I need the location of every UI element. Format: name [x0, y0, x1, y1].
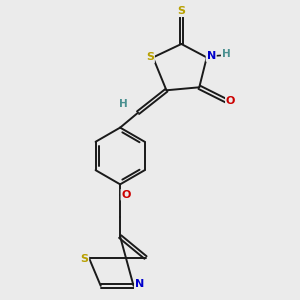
Text: O: O [122, 190, 131, 200]
Text: S: S [146, 52, 154, 62]
Text: S: S [80, 254, 88, 264]
Text: O: O [226, 96, 235, 106]
Text: S: S [177, 6, 185, 16]
Text: H: H [222, 50, 230, 59]
Text: N: N [207, 51, 216, 61]
Text: N: N [135, 279, 144, 290]
Text: H: H [119, 99, 128, 109]
